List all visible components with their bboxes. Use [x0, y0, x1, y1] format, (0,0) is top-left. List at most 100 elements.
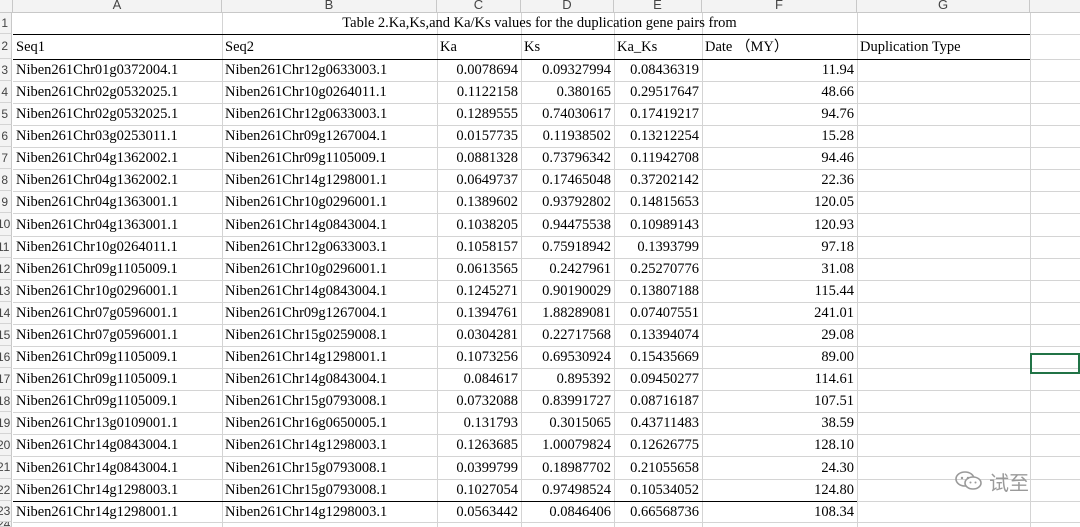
- column-header-a[interactable]: A: [13, 0, 222, 12]
- ks-cell[interactable]: 0.11938502: [542, 128, 611, 144]
- ks-cell[interactable]: 0.895392: [556, 371, 611, 387]
- ka-cell[interactable]: 0.1289555: [456, 106, 518, 122]
- ka-ks-cell[interactable]: 0.25270776: [630, 261, 699, 277]
- seq2-cell[interactable]: Niben261Chr14g1298001.1: [225, 172, 388, 188]
- ks-cell[interactable]: 0.17465048: [542, 172, 611, 188]
- date-cell[interactable]: 128.10: [814, 437, 854, 453]
- ka-cell[interactable]: 0.0078694: [456, 62, 518, 78]
- row-header-16[interactable]: 16: [0, 346, 12, 368]
- seq1-cell[interactable]: Niben261Chr14g0843004.1: [16, 437, 179, 453]
- seq1-cell[interactable]: Niben261Chr14g1298001.1: [16, 504, 179, 520]
- ka-cell[interactable]: 0.131793: [463, 415, 518, 431]
- seq2-cell[interactable]: Niben261Chr10g0296001.1: [225, 194, 388, 210]
- ka-ks-cell[interactable]: 0.10534052: [630, 482, 699, 498]
- ka-ks-cell[interactable]: 0.29517647: [630, 84, 699, 100]
- seq1-cell[interactable]: Niben261Chr04g1362002.1: [16, 150, 179, 166]
- date-cell[interactable]: 15.28: [821, 128, 854, 144]
- row-header-12[interactable]: 12: [0, 258, 12, 280]
- row-header-19[interactable]: 19: [0, 412, 12, 434]
- ka-cell[interactable]: 0.1245271: [456, 283, 518, 299]
- ks-cell[interactable]: 0.90190029: [542, 283, 611, 299]
- seq2-cell[interactable]: Niben261Chr15g0793008.1: [225, 393, 388, 409]
- seq2-cell[interactable]: Niben261Chr14g0843004.1: [225, 217, 388, 233]
- row-header-5[interactable]: 5: [0, 103, 12, 125]
- row-header-10[interactable]: 10: [0, 213, 12, 236]
- seq1-cell[interactable]: Niben261Chr14g1298003.1: [16, 482, 179, 498]
- ka-cell[interactable]: 0.0732088: [456, 393, 518, 409]
- ks-cell[interactable]: 0.0846406: [549, 504, 611, 520]
- seq1-cell[interactable]: Niben261Chr10g0264011.1: [16, 239, 178, 255]
- ks-cell[interactable]: 0.69530924: [542, 349, 611, 365]
- row-header-7[interactable]: 7: [0, 147, 12, 169]
- row-header-14[interactable]: 14: [0, 302, 12, 324]
- seq1-cell[interactable]: Niben261Chr10g0296001.1: [16, 283, 179, 299]
- seq2-header[interactable]: Seq2: [225, 39, 254, 55]
- column-header-g[interactable]: G: [857, 0, 1030, 12]
- row-header-2[interactable]: 2: [0, 34, 12, 59]
- date-cell[interactable]: 29.08: [821, 327, 854, 343]
- ka-cell[interactable]: 0.1263685: [456, 437, 518, 453]
- date-cell[interactable]: 48.66: [821, 84, 854, 100]
- ka-cell[interactable]: 0.0563442: [456, 504, 518, 520]
- seq1-header[interactable]: Seq1: [16, 39, 45, 55]
- ks-cell[interactable]: 0.94475538: [542, 217, 611, 233]
- row-header-15[interactable]: 15: [0, 324, 12, 346]
- ka-cell[interactable]: 0.1027054: [456, 482, 518, 498]
- date-cell[interactable]: 115.44: [814, 283, 854, 299]
- seq2-cell[interactable]: Niben261Chr14g1298003.1: [225, 504, 388, 520]
- ka-cell[interactable]: 0.0399799: [456, 460, 518, 476]
- date-cell[interactable]: 108.34: [814, 504, 854, 520]
- date-cell[interactable]: 11.94: [821, 62, 854, 78]
- row-header-9[interactable]: 9: [0, 191, 12, 213]
- seq2-cell[interactable]: Niben261Chr10g0296001.1: [225, 261, 388, 277]
- ka-header[interactable]: Ka: [440, 39, 457, 55]
- ka-cell[interactable]: 0.0157735: [456, 128, 518, 144]
- ka-ks-cell[interactable]: 0.08436319: [630, 62, 699, 78]
- ka-ks-cell[interactable]: 0.12626775: [630, 437, 699, 453]
- ks-cell[interactable]: 0.380165: [556, 84, 611, 100]
- ks-cell[interactable]: 1.88289081: [542, 305, 611, 321]
- date-cell[interactable]: 107.51: [814, 393, 854, 409]
- ka-ks-cell[interactable]: 0.43711483: [630, 415, 699, 431]
- ka-ks-cell[interactable]: 0.15435669: [630, 349, 699, 365]
- date-cell[interactable]: 120.05: [814, 194, 854, 210]
- date-cell[interactable]: 241.01: [814, 305, 854, 321]
- selected-cell[interactable]: [1030, 353, 1080, 374]
- date-cell[interactable]: 94.76: [821, 106, 854, 122]
- seq2-cell[interactable]: Niben261Chr15g0793008.1: [225, 482, 388, 498]
- ka-cell[interactable]: 0.084617: [463, 371, 518, 387]
- seq2-cell[interactable]: Niben261Chr14g1298001.1: [225, 349, 388, 365]
- ka-ks-cell[interactable]: 0.13394074: [630, 327, 699, 343]
- ks-cell[interactable]: 0.75918942: [542, 239, 611, 255]
- seq2-cell[interactable]: Niben261Chr12g0633003.1: [225, 239, 388, 255]
- seq1-cell[interactable]: Niben261Chr13g0109001.1: [16, 415, 179, 431]
- ks-cell[interactable]: 1.00079824: [542, 437, 611, 453]
- ka-ks-cell[interactable]: 0.11942708: [630, 150, 699, 166]
- date-cell[interactable]: 97.18: [821, 239, 854, 255]
- date-cell[interactable]: 124.80: [814, 482, 854, 498]
- ka-ks-cell[interactable]: 0.21055658: [630, 460, 699, 476]
- seq1-cell[interactable]: Niben261Chr07g0596001.1: [16, 305, 179, 321]
- ka-ks-cell[interactable]: 0.09450277: [630, 371, 699, 387]
- seq1-cell[interactable]: Niben261Chr09g1105009.1: [16, 371, 178, 387]
- ks-cell[interactable]: 0.18987702: [542, 460, 611, 476]
- seq2-cell[interactable]: Niben261Chr15g0793008.1: [225, 460, 388, 476]
- row-header-20[interactable]: 20: [0, 434, 12, 456]
- seq2-cell[interactable]: Niben261Chr09g1267004.1: [225, 305, 388, 321]
- row-header-11[interactable]: 11: [0, 236, 12, 258]
- column-header-e[interactable]: E: [614, 0, 702, 12]
- ka-ks-cell[interactable]: 0.13212254: [630, 128, 699, 144]
- ks-header[interactable]: Ks: [524, 39, 541, 55]
- seq2-cell[interactable]: Niben261Chr12g0633003.1: [225, 106, 388, 122]
- row-header-8[interactable]: 8: [0, 169, 12, 191]
- row-header-17[interactable]: 17: [0, 368, 12, 390]
- seq1-cell[interactable]: Niben261Chr03g0253011.1: [16, 128, 178, 144]
- column-header-f[interactable]: F: [702, 0, 857, 12]
- row-header-22[interactable]: 22: [0, 479, 12, 501]
- seq1-cell[interactable]: Niben261Chr04g1363001.1: [16, 217, 179, 233]
- ks-cell[interactable]: 0.09327994: [542, 62, 611, 78]
- row-header-13[interactable]: 13: [0, 280, 12, 302]
- row-header-4[interactable]: 4: [0, 81, 12, 103]
- date-cell[interactable]: 94.46: [821, 150, 854, 166]
- ka-ks-header[interactable]: Ka_Ks: [617, 39, 658, 55]
